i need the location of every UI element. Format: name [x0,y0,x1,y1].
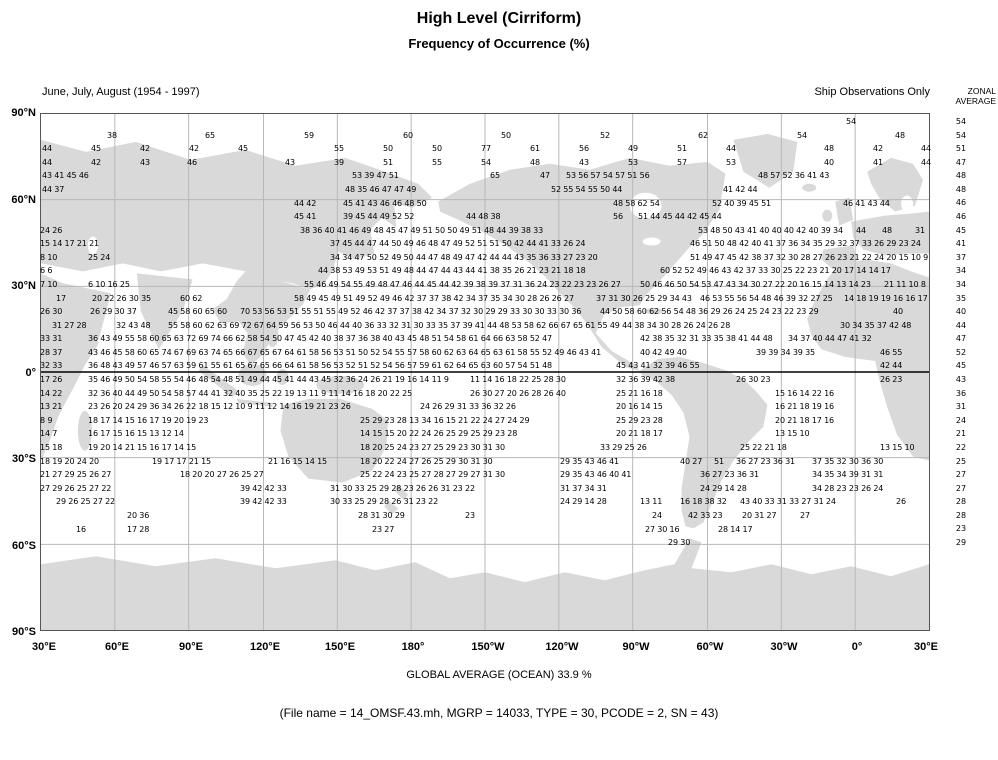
zonal-average-value: 24 [955,415,967,425]
file-info-label: (File name = 14_OMSF.43.mh, MGRP = 14033… [279,706,719,720]
zonal-average-value: 46 [955,212,967,222]
land-africa-east [41,273,99,461]
latitude-gridlines [41,199,929,545]
zonal-average-value: 35 [955,293,967,303]
world-map [40,113,930,631]
zonal-average-value: 51 [955,144,967,154]
land-sulawesi [276,369,289,385]
lon-axis-label: 90°E [179,641,203,653]
lon-axis-label: 30°E [32,641,56,653]
zonal-average-value: 31 [955,402,967,412]
land-japan [302,235,331,276]
land-new-guinea [316,375,365,394]
zonal-average-value: 45 [955,361,967,371]
zonal-average-value: 28 [955,497,967,507]
zonal-average-value: 45 [955,225,967,235]
land-iberia [821,245,858,270]
zonal-average-value: 23 [955,524,967,534]
lon-axis-label: 180° [401,641,425,653]
zonal-average-value: 34 [955,279,967,289]
zonal-average-value: 48 [955,171,967,181]
lon-axis-label: 90°W [622,641,650,653]
land-eurasia [41,139,433,290]
lat-axis-label: 30°S [12,453,36,465]
zonal-average-value: 46 [955,198,967,208]
zonal-average-header-line2: AVERAGE [955,96,996,106]
zonal-average-value: 27 [955,483,967,493]
lon-axis-label: 30°W [770,641,798,653]
lat-axis-label: 30°N [11,280,36,292]
zonal-average-value: 41 [955,239,967,249]
zonal-average-value: 40 [955,307,967,317]
lat-axis-label: 0° [25,367,36,379]
lon-axis-label: 60°E [105,641,129,653]
page-subtitle: Frequency of Occurrence (%) [408,36,590,51]
land-africa-west [807,259,929,461]
zonal-average-value: 36 [955,388,967,398]
zonal-average-value: 52 [955,347,967,357]
land-madagascar [77,410,92,451]
lon-axis-label: 120°E [249,641,281,653]
zonal-average-value: 25 [955,456,967,466]
lon-axis-label: 150°W [471,641,505,653]
land-borneo [238,364,267,386]
lon-axis-label: 150°E [324,641,356,653]
zonal-average-value: 22 [955,442,967,452]
land-australia [280,398,389,483]
zonal-average-value: 47 [955,157,967,167]
lon-axis-label: 30°E [914,641,938,653]
zonal-average-value: 43 [955,375,967,385]
zonal-average-value: 27 [955,470,967,480]
land-europe-mainland [851,211,929,256]
great-lakes [642,237,661,246]
lat-axis-label: 60°N [11,194,36,206]
land-india [136,273,193,350]
map-svg [41,114,929,630]
zonal-average-value: 37 [955,252,967,262]
lon-axis-label: 0° [851,641,863,653]
land-new-zealand [394,484,409,501]
land-south-america [639,357,768,529]
zonal-average-header: ZONAL AVERAGE [942,86,996,106]
caspian-sea [87,236,98,255]
land-ireland [822,209,833,222]
land-sumatra [198,365,239,397]
zonal-average-value: 34 [955,266,967,276]
land-iceland [802,183,817,192]
zonal-average-value: 28 [955,510,967,520]
zonal-average-header-line1: ZONAL [967,86,996,96]
zonal-average-value: 47 [955,334,967,344]
zonal-average-value: 21 [955,429,967,439]
lat-axis-label: 90°S [12,626,36,638]
lon-axis-label: 120°W [545,641,579,653]
zonal-average-value: 54 [955,117,967,126]
global-average-label: GLOBAL AVERAGE (OCEAN) 33.9 % [406,669,592,681]
land-philippines [266,323,279,348]
land-british-isles [835,197,854,226]
lat-axis-label: 90°N [11,107,36,119]
zonal-average-value: 29 [955,537,967,547]
lon-axis-label: 60°W [696,641,724,653]
zonal-average-value: 44 [955,320,967,330]
land-cuba [643,308,664,315]
data-source-note: Ship Observations Only [814,86,930,98]
zonal-average-value: 48 [955,184,967,194]
lat-axis-label: 60°S [12,540,36,552]
page-title: High Level (Cirriform) [416,10,582,27]
land-new-zealand-south [384,500,399,515]
season-label: June, July, August (1954 - 1997) [42,86,200,98]
land-southeast-asia [212,271,311,366]
zonal-average-value: 54 [955,130,967,140]
